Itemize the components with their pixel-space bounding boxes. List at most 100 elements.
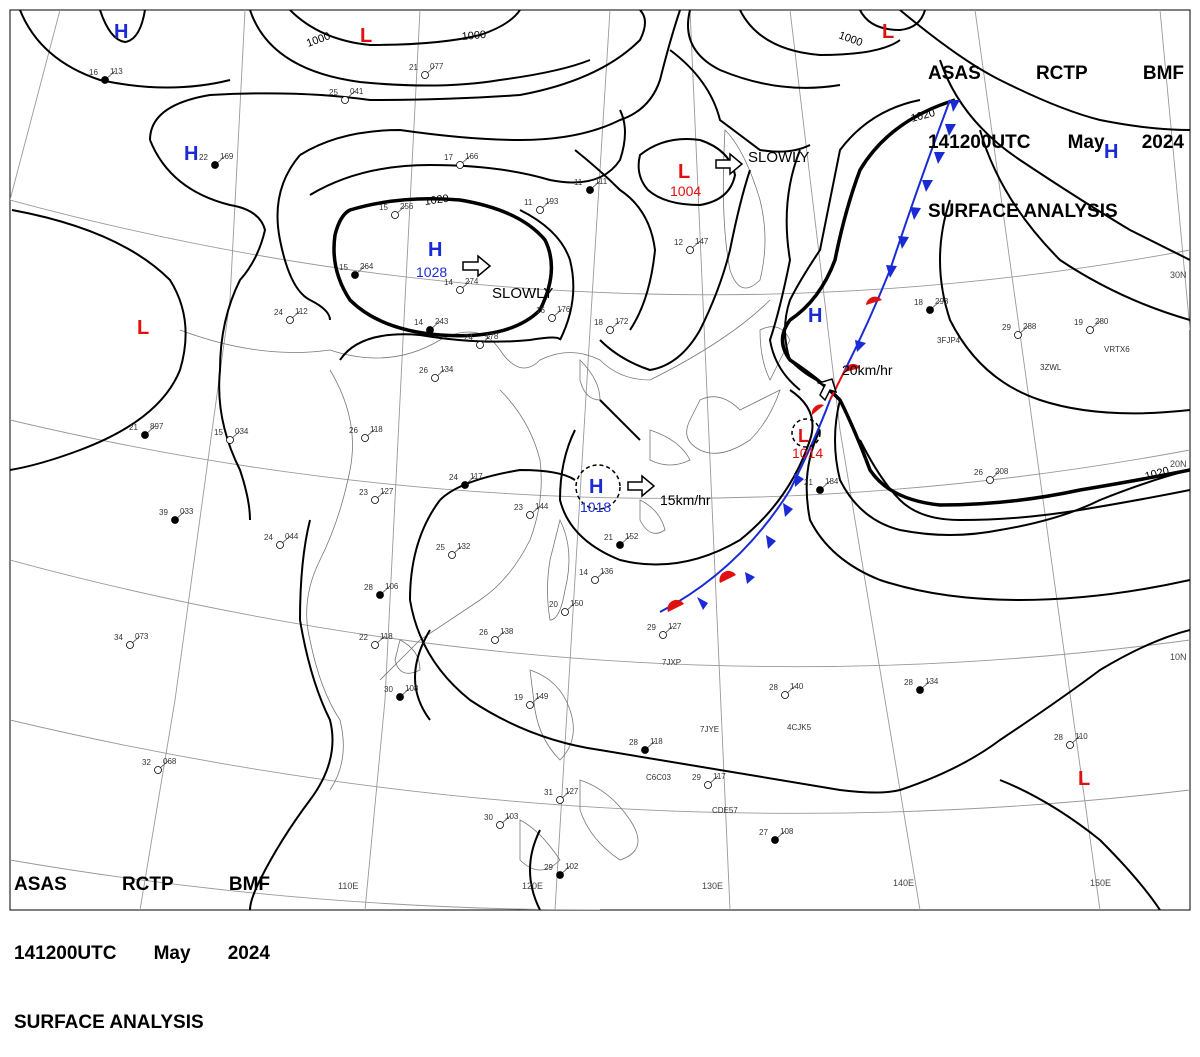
station-pressure: 134 (440, 365, 454, 374)
station-plot: 11 111 (574, 177, 608, 194)
station-temperature: 25 (329, 88, 338, 97)
station-temperature: 16 (89, 68, 98, 77)
pressure-value: 1018 (580, 499, 611, 515)
station-temperature: 21 (129, 423, 138, 432)
station-plot: 24 117 (449, 472, 483, 489)
station-temperature: 27 (759, 828, 768, 837)
ship-id: 3FJP4 (937, 336, 961, 345)
station-temperature: 15 (379, 203, 388, 212)
station-plot: 30 108 (384, 684, 419, 701)
lat-label: 10N (1170, 652, 1187, 662)
station-plot: 12 147 (674, 237, 709, 254)
station-plot: 28 140 (769, 682, 804, 699)
station-circle-icon (561, 608, 569, 616)
title-time: 141200UTC (928, 132, 1031, 153)
station-temperature: 32 (142, 758, 151, 767)
station-circle-icon (781, 691, 789, 699)
graticule (10, 10, 1190, 910)
high-pressure-icon: H (808, 305, 822, 327)
title-year: 2024 (1141, 132, 1184, 153)
station-circle-icon (526, 701, 534, 709)
station-circle-icon (396, 693, 404, 701)
low-pressure-icon: L (360, 25, 372, 47)
station-plot: 29 117 (692, 772, 726, 789)
low-pressure-icon: L (798, 426, 809, 446)
station-pressure: 149 (535, 692, 549, 701)
station-temperature: 24 (274, 308, 283, 317)
station-plot: 29 127 (647, 622, 682, 639)
station-temperature: 31 (544, 788, 553, 797)
station-temperature: 26 (419, 366, 428, 375)
station-plot: 20 150 (549, 599, 584, 616)
station-circle-icon (771, 836, 779, 844)
station-plot: 26 118 (349, 425, 383, 442)
ship-ids: 3FJP4 VRTX6 7JXP 7JYE 4CJK5 C6C03 CDE57 … (646, 336, 1130, 815)
station-circle-icon (461, 481, 469, 489)
station-circle-icon (421, 71, 429, 79)
warm-front (667, 296, 882, 612)
station-plot: 26 138 (479, 627, 514, 644)
station-temperature: 29 (692, 773, 701, 782)
station-plot: 23 127 (359, 487, 394, 504)
station-temperature: 14 (579, 568, 588, 577)
station-plot: 22 169 (199, 152, 234, 169)
station-pressure: 150 (570, 599, 584, 608)
station-circle-icon (1086, 326, 1094, 334)
station-pressure: 132 (457, 542, 471, 551)
center-circle (575, 464, 621, 510)
station-circle-icon (391, 211, 399, 219)
station-circle-icon (101, 76, 109, 84)
station-pressure: 288 (1023, 322, 1037, 331)
title-station: RCTP (121, 874, 174, 895)
station-temperature: 23 (514, 503, 523, 512)
station-temperature: 34 (114, 633, 123, 642)
station-circle-icon (211, 161, 219, 169)
station-plot: 18 293 (914, 297, 949, 314)
station-circle-icon (456, 161, 464, 169)
station-temperature: 26 (974, 468, 983, 477)
station-pressure: 274 (465, 277, 479, 286)
station-pressure: 127 (565, 787, 579, 796)
station-plot: 17 166 (444, 152, 479, 169)
station-temperature: 11 (574, 178, 583, 187)
station-plot: 15 256 (379, 202, 414, 219)
station-plot: 24 044 (264, 532, 299, 549)
station-pressure: 280 (1095, 317, 1109, 326)
station-pressure: 138 (500, 627, 514, 636)
station-circle-icon (154, 766, 162, 774)
station-circle-icon (341, 96, 349, 104)
station-pressure: 112 (295, 307, 308, 316)
station-plot: 19 149 (514, 692, 549, 709)
station-circle-icon (1066, 741, 1074, 749)
high-pressure-icon: H (589, 476, 603, 498)
station-temperature: 26 (479, 628, 488, 637)
station-temperature: 16 (536, 306, 545, 315)
station-circle-icon (548, 314, 556, 322)
station-plot: 14 243 (414, 317, 449, 334)
station-temperature: 21 (804, 478, 813, 487)
station-pressure: 178 (485, 332, 499, 341)
motion-label: 20km/hr (842, 362, 893, 378)
station-pressure: 256 (400, 202, 414, 211)
title-agency: ASAS (928, 63, 981, 84)
station-plot: 31 127 (544, 787, 579, 804)
station-plot: 21 077 (409, 62, 444, 79)
station-circle-icon (141, 431, 149, 439)
station-pressure: 127 (668, 622, 682, 631)
station-temperature: 19 (1074, 318, 1083, 327)
title-station: RCTP (1035, 63, 1088, 84)
title-product: SURFACE ANALYSIS (14, 1012, 204, 1033)
motion-arrow-icon (816, 378, 838, 402)
station-pressure: 208 (995, 467, 1009, 476)
station-pressure: 193 (545, 197, 559, 206)
station-circle-icon (526, 511, 534, 519)
ship-id: CDE57 (712, 806, 738, 815)
station-circle-icon (616, 541, 624, 549)
motion-arrows (462, 152, 838, 498)
station-plot: 18 172 (594, 317, 629, 334)
station-plot: 23 144 (514, 502, 549, 519)
station-circle-icon (171, 516, 179, 524)
station-plot: 27 108 (759, 827, 794, 844)
station-circle-icon (986, 476, 994, 484)
station-circle-icon (456, 286, 464, 294)
